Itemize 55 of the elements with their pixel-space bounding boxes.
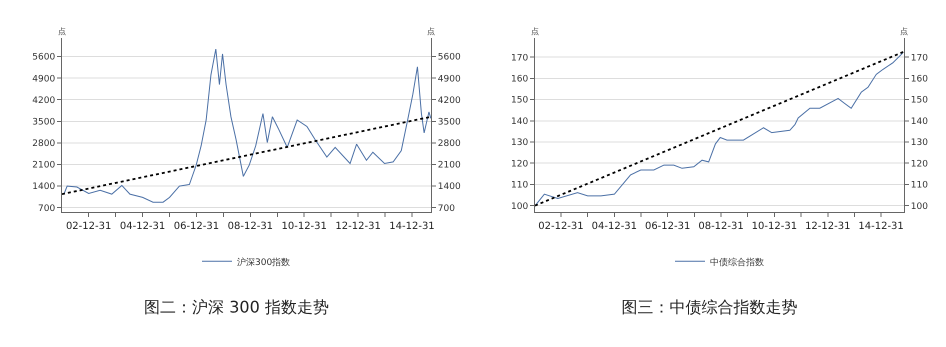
y-tick-label: 160 — [511, 74, 528, 84]
legend-label: 中债综合指数 — [710, 256, 764, 268]
x-tick-label: 02-12-31 — [66, 221, 112, 232]
y2-tick-label: 130 — [910, 138, 928, 148]
y2-tick-label: 2800 — [438, 139, 461, 150]
y2-tick-label: 3500 — [438, 117, 461, 128]
y-tick-label: 4900 — [32, 74, 56, 84]
y2-tick-label: 700 — [438, 204, 456, 214]
y-tick-label: 3500 — [32, 117, 56, 128]
y2-tick-label: 4200 — [438, 96, 461, 106]
y2-axis-title: 点 — [427, 27, 435, 36]
y-axis-title: 点 — [58, 27, 66, 36]
y-tick-label: 110 — [511, 180, 528, 191]
y2-tick-label: 2100 — [438, 160, 461, 171]
y2-tick-label: 110 — [910, 180, 928, 191]
x-tick-label: 04-12-31 — [120, 221, 166, 232]
y2-tick-label: 160 — [910, 74, 928, 84]
y2-tick-label: 100 — [910, 202, 928, 212]
x-tick-label: 08-12-31 — [698, 221, 744, 232]
y-tick-label: 1400 — [32, 182, 56, 192]
y-tick-label: 140 — [511, 116, 528, 127]
text: 图三：中债综合指数走势 — [622, 297, 798, 316]
x-tick-label: 10-12-31 — [281, 221, 327, 232]
x-tick-label: 12-12-31 — [335, 221, 381, 232]
y-tick-label: 700 — [38, 204, 56, 214]
y-tick-label: 170 — [511, 53, 528, 64]
text: 图二：沪深 300 指数走势 — [144, 297, 329, 316]
x-tick-label: 08-12-31 — [228, 221, 274, 232]
y2-tick-label: 1400 — [438, 182, 461, 192]
y-axis-title: 点 — [531, 27, 539, 36]
y2-tick-label: 120 — [910, 159, 928, 170]
x-tick-label: 04-12-31 — [592, 221, 638, 232]
y-tick-label: 2100 — [32, 160, 56, 171]
line-series — [63, 48, 431, 203]
legend-label: 沪深300指数 — [237, 256, 290, 268]
x-tick-label: 10-12-31 — [752, 221, 798, 232]
y2-tick-label: 150 — [910, 96, 928, 106]
x-tick-label: 02-12-31 — [538, 221, 584, 232]
y2-tick-label: 140 — [910, 116, 928, 127]
x-tick-label: 06-12-31 — [644, 221, 690, 232]
y-tick-label: 100 — [511, 202, 528, 212]
x-tick-label: 12-12-31 — [805, 221, 850, 232]
y2-tick-label: 170 — [910, 53, 928, 64]
y2-axis-title: 点 — [900, 27, 908, 36]
x-tick-label: 14-12-31 — [389, 221, 435, 232]
y-tick-label: 130 — [511, 138, 528, 148]
y-tick-label: 4200 — [32, 96, 56, 106]
y2-tick-label: 5600 — [438, 52, 461, 63]
y-tick-label: 150 — [511, 96, 528, 106]
y-tick-label: 5600 — [32, 52, 56, 63]
y-tick-label: 2800 — [32, 139, 56, 150]
y2-tick-label: 4900 — [438, 74, 461, 84]
x-tick-label: 06-12-31 — [174, 221, 220, 232]
x-tick-label: 14-12-31 — [858, 221, 904, 232]
y-tick-label: 120 — [511, 159, 528, 170]
